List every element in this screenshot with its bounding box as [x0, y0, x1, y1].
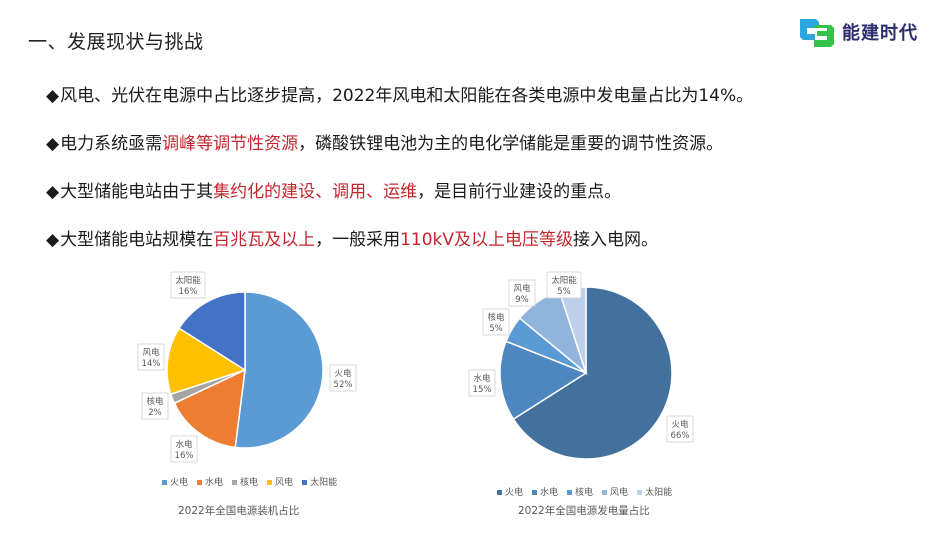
- bullet-text: ，磷酸铁锂电池为主的电化学储能是重要的调节性资源。: [298, 134, 724, 154]
- bullet-item: ◆风电、光伏在电源中占比逐步提高，2022年风电和太阳能在各类电源中发电量占比为…: [46, 84, 753, 132]
- legend-label: 太阳能: [310, 478, 338, 488]
- legend-item: 太阳能: [637, 485, 672, 498]
- legend-swatch-icon: [532, 490, 538, 495]
- bullet-text: 大型储能电站由于其: [60, 182, 214, 202]
- pie-slice: [499, 340, 588, 421]
- pie-slice: [178, 291, 246, 372]
- svg-text:5%: 5%: [489, 324, 503, 334]
- bullet-text: 电力系统亟需: [60, 134, 163, 154]
- chart-legend-installed: 火电 水电 核电 风电 太阳能: [162, 475, 337, 488]
- legend-swatch-icon: [497, 490, 502, 495]
- svg-text:66%: 66%: [671, 431, 690, 441]
- legend-label: 核电: [240, 478, 259, 488]
- pie-slice: [234, 291, 324, 449]
- pie-slice: [173, 368, 246, 449]
- svg-text:16%: 16%: [179, 287, 198, 297]
- svg-text:16%: 16%: [175, 451, 194, 461]
- legend-swatch-icon: [232, 480, 238, 485]
- data-label: 核电2%: [141, 392, 169, 420]
- svg-text:核电: 核电: [146, 396, 164, 407]
- legend-item: 核电: [232, 475, 258, 488]
- legend-swatch-icon: [637, 490, 643, 495]
- highlighted-text: 110kV及以上电压等级: [400, 230, 573, 250]
- svg-text:水电: 水电: [473, 373, 491, 384]
- svg-text:太阳能: 太阳能: [175, 275, 201, 286]
- diamond-bullet-icon: ◆: [46, 134, 60, 154]
- svg-text:5%: 5%: [557, 287, 571, 297]
- bullet-item: ◆大型储能电站规模在百兆瓦及以上，一般采用110kV及以上电压等级接入电网。: [46, 228, 753, 276]
- legend-item: 风电: [267, 475, 293, 488]
- legend-item: 水电: [197, 475, 223, 488]
- legend-label: 核电: [575, 488, 594, 498]
- diamond-bullet-icon: ◆: [46, 182, 60, 202]
- linked-shapes-logo-icon: [800, 19, 834, 47]
- bullet-item: ◆电力系统亟需调峰等调节性资源，磷酸铁锂电池为主的电化学储能是重要的调节性资源。: [46, 132, 753, 180]
- bullet-text: ，是目前行业建设的重点。: [417, 182, 622, 202]
- legend-swatch-icon: [302, 480, 308, 485]
- svg-text:风电: 风电: [513, 283, 531, 294]
- highlighted-text: 调峰等调节性资源: [162, 134, 299, 154]
- data-label: 核电5%: [482, 308, 510, 336]
- svg-text:2%: 2%: [148, 408, 162, 418]
- legend-label: 水电: [540, 488, 559, 498]
- svg-text:9%: 9%: [515, 295, 529, 305]
- legend-label: 太阳能: [645, 488, 673, 498]
- diamond-bullet-icon: ◆: [46, 86, 60, 106]
- bullet-list: ◆风电、光伏在电源中占比逐步提高，2022年风电和太阳能在各类电源中发电量占比为…: [46, 84, 753, 276]
- legend-item: 核电: [567, 485, 593, 498]
- svg-text:火电: 火电: [671, 419, 689, 430]
- svg-text:火电: 火电: [334, 368, 352, 379]
- page-title: 一、发展现状与挑战: [28, 31, 204, 53]
- data-label: 风电9%: [508, 279, 536, 307]
- svg-text:风电: 风电: [142, 347, 160, 358]
- legend-label: 火电: [505, 488, 524, 498]
- legend-swatch-icon: [162, 480, 167, 485]
- chart-caption-installed: 2022年全国电源装机占比: [178, 505, 300, 517]
- legend-label: 风电: [275, 478, 294, 488]
- svg-text:太阳能: 太阳能: [551, 275, 577, 286]
- legend-item: 风电: [602, 485, 628, 498]
- svg-text:14%: 14%: [142, 359, 161, 369]
- diamond-bullet-icon: ◆: [46, 230, 60, 250]
- legend-swatch-icon: [197, 480, 203, 485]
- legend-label: 风电: [610, 488, 629, 498]
- legend-item: 太阳能: [302, 475, 337, 488]
- bullet-text: ，一般采用: [315, 230, 401, 250]
- svg-text:核电: 核电: [487, 312, 505, 323]
- svg-text:15%: 15%: [473, 385, 492, 395]
- legend-swatch-icon: [602, 490, 608, 495]
- chart-caption-generation: 2022年全国电源发电量占比: [518, 505, 650, 517]
- highlighted-text: 集约化的建设、调用、运维: [213, 182, 418, 202]
- svg-text:水电: 水电: [175, 439, 193, 450]
- bullet-text: 风电、光伏在电源中占比逐步提高，2022年风电和太阳能在各类电源中发电量占比为1…: [60, 86, 754, 106]
- chart-legend-generation: 火电 水电 核电 风电 太阳能: [497, 485, 672, 498]
- bullet-text: 大型储能电站规模在: [60, 230, 214, 250]
- bullet-item: ◆大型储能电站由于其集约化的建设、调用、运维，是目前行业建设的重点。: [46, 180, 753, 228]
- legend-label: 水电: [205, 478, 224, 488]
- legend-item: 水电: [532, 485, 558, 498]
- legend-item: 火电: [162, 475, 188, 488]
- svg-text:52%: 52%: [334, 380, 353, 390]
- legend-label: 火电: [170, 478, 189, 488]
- pie-slice: [512, 286, 673, 460]
- brand-logo: 能建时代: [797, 15, 918, 49]
- pie-slice: [166, 327, 247, 396]
- brand-name: 能建时代: [842, 23, 918, 44]
- legend-swatch-icon: [567, 490, 573, 495]
- legend-item: 火电: [497, 485, 523, 498]
- bullet-text: 接入电网。: [573, 230, 658, 250]
- highlighted-text: 百兆瓦及以上: [213, 230, 316, 250]
- legend-swatch-icon: [267, 480, 273, 485]
